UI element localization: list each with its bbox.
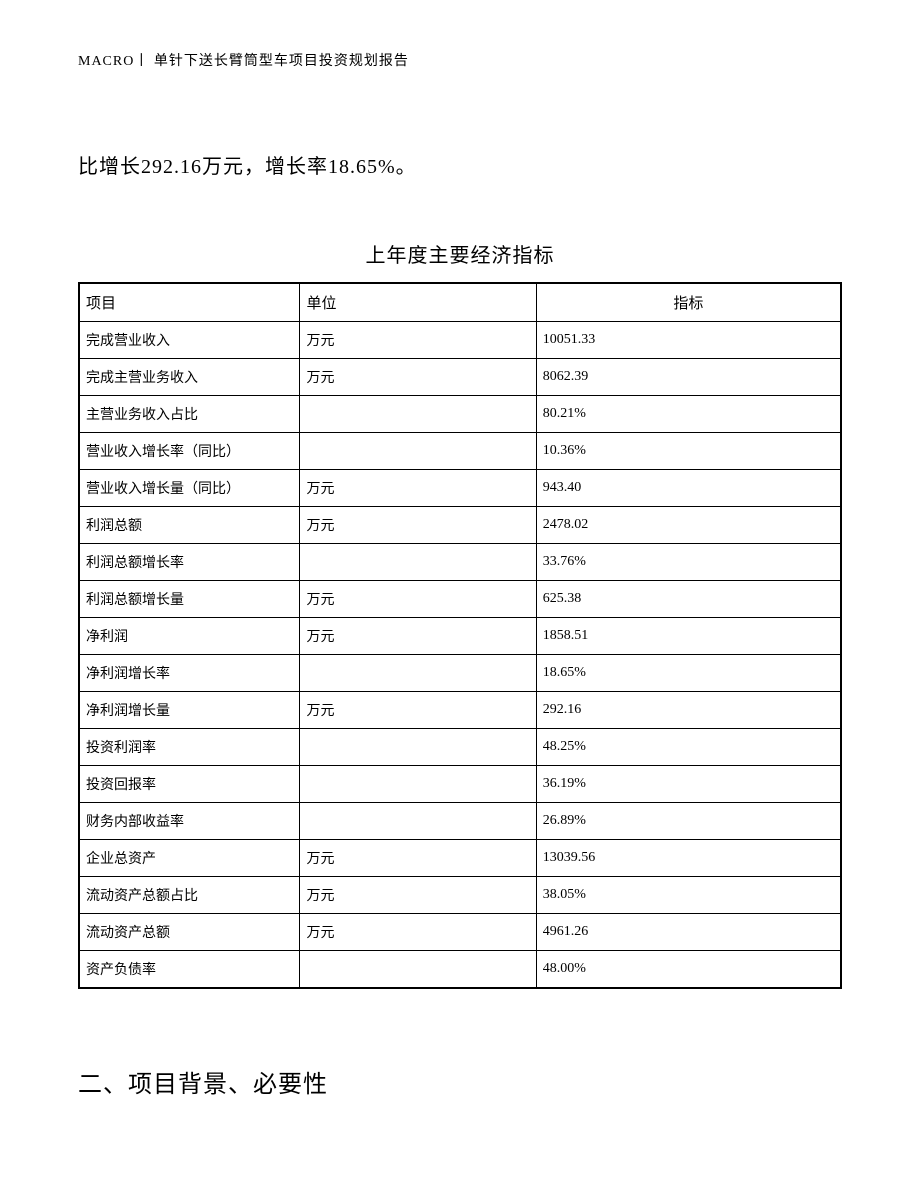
cell-item: 利润总额增长量 (79, 581, 300, 618)
cell-value: 48.25% (536, 729, 841, 766)
cell-value: 48.00% (536, 951, 841, 989)
cell-item: 利润总额 (79, 507, 300, 544)
cell-unit (300, 729, 536, 766)
cell-unit: 万元 (300, 692, 536, 729)
table-row: 企业总资产万元13039.56 (79, 840, 841, 877)
cell-value: 10051.33 (536, 322, 841, 359)
cell-unit (300, 433, 536, 470)
col-header-item: 项目 (79, 283, 300, 322)
cell-unit: 万元 (300, 470, 536, 507)
cell-value: 13039.56 (536, 840, 841, 877)
cell-unit: 万元 (300, 914, 536, 951)
cell-item: 净利润增长率 (79, 655, 300, 692)
table-row: 净利润增长量万元292.16 (79, 692, 841, 729)
cell-unit (300, 544, 536, 581)
cell-item: 投资利润率 (79, 729, 300, 766)
cell-value: 8062.39 (536, 359, 841, 396)
cell-value: 10.36% (536, 433, 841, 470)
table-row: 主营业务收入占比 80.21% (79, 396, 841, 433)
cell-value: 26.89% (536, 803, 841, 840)
table-row: 投资利润率 48.25% (79, 729, 841, 766)
table-body: 完成营业收入万元10051.33完成主营业务收入万元8062.39主营业务收入占… (79, 322, 841, 989)
cell-unit (300, 951, 536, 989)
table-row: 资产负债率 48.00% (79, 951, 841, 989)
cell-value: 292.16 (536, 692, 841, 729)
table-row: 利润总额万元2478.02 (79, 507, 841, 544)
cell-item: 净利润增长量 (79, 692, 300, 729)
cell-unit (300, 655, 536, 692)
section-heading: 二、项目背景、必要性 (78, 1064, 842, 1099)
cell-unit: 万元 (300, 840, 536, 877)
table-row: 流动资产总额占比万元38.05% (79, 877, 841, 914)
cell-item: 主营业务收入占比 (79, 396, 300, 433)
cell-item: 营业收入增长量（同比） (79, 470, 300, 507)
cell-item: 流动资产总额 (79, 914, 300, 951)
cell-value: 4961.26 (536, 914, 841, 951)
economic-indicators-table: 项目 单位 指标 完成营业收入万元10051.33完成主营业务收入万元8062.… (78, 282, 842, 989)
table-header-row: 项目 单位 指标 (79, 283, 841, 322)
cell-unit: 万元 (300, 322, 536, 359)
cell-unit: 万元 (300, 877, 536, 914)
table-row: 利润总额增长量万元625.38 (79, 581, 841, 618)
table-row: 财务内部收益率 26.89% (79, 803, 841, 840)
cell-item: 企业总资产 (79, 840, 300, 877)
cell-unit (300, 396, 536, 433)
col-header-unit: 单位 (300, 283, 536, 322)
cell-value: 1858.51 (536, 618, 841, 655)
cell-unit: 万元 (300, 507, 536, 544)
cell-unit: 万元 (300, 359, 536, 396)
document-page: MACRO丨 单针下送长臂筒型车项目投资规划报告 比增长292.16万元，增长率… (0, 0, 920, 1149)
cell-unit (300, 766, 536, 803)
body-paragraph: 比增长292.16万元，增长率18.65%。 (78, 150, 842, 179)
page-header: MACRO丨 单针下送长臂筒型车项目投资规划报告 (78, 50, 842, 70)
table-row: 净利润万元1858.51 (79, 618, 841, 655)
cell-unit: 万元 (300, 618, 536, 655)
cell-item: 完成主营业务收入 (79, 359, 300, 396)
cell-value: 18.65% (536, 655, 841, 692)
cell-unit: 万元 (300, 581, 536, 618)
cell-value: 2478.02 (536, 507, 841, 544)
table-row: 营业收入增长量（同比）万元943.40 (79, 470, 841, 507)
cell-item: 流动资产总额占比 (79, 877, 300, 914)
cell-value: 943.40 (536, 470, 841, 507)
table-row: 营业收入增长率（同比） 10.36% (79, 433, 841, 470)
cell-item: 利润总额增长率 (79, 544, 300, 581)
cell-item: 营业收入增长率（同比） (79, 433, 300, 470)
cell-value: 80.21% (536, 396, 841, 433)
table-row: 完成主营业务收入万元8062.39 (79, 359, 841, 396)
cell-value: 625.38 (536, 581, 841, 618)
table-row: 完成营业收入万元10051.33 (79, 322, 841, 359)
col-header-value: 指标 (536, 283, 841, 322)
cell-unit (300, 803, 536, 840)
table-title: 上年度主要经济指标 (78, 239, 842, 268)
cell-item: 资产负债率 (79, 951, 300, 989)
cell-value: 33.76% (536, 544, 841, 581)
cell-item: 投资回报率 (79, 766, 300, 803)
cell-item: 净利润 (79, 618, 300, 655)
cell-item: 完成营业收入 (79, 322, 300, 359)
table-row: 流动资产总额万元4961.26 (79, 914, 841, 951)
table-row: 利润总额增长率 33.76% (79, 544, 841, 581)
table-row: 净利润增长率 18.65% (79, 655, 841, 692)
cell-value: 36.19% (536, 766, 841, 803)
cell-value: 38.05% (536, 877, 841, 914)
cell-item: 财务内部收益率 (79, 803, 300, 840)
table-row: 投资回报率 36.19% (79, 766, 841, 803)
